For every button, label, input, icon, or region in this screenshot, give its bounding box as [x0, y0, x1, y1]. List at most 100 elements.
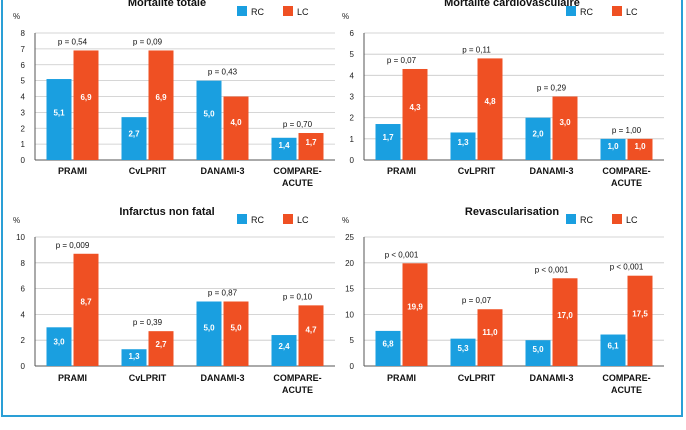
data-label: 2,4 [278, 342, 290, 351]
category-label: PRAMI [58, 373, 87, 383]
category-label: ACUTE [282, 178, 313, 188]
bar-lc-danami-3 [552, 96, 578, 160]
bar-rc-prami [375, 124, 401, 160]
category-label: CvLPRIT [458, 166, 496, 176]
p-value-label: p = 0,09 [133, 37, 163, 46]
legend-label-rc: RC [580, 215, 593, 225]
legend-label-rc: RC [580, 7, 593, 17]
data-label: 2,0 [532, 130, 544, 139]
legend-label-lc: LC [626, 215, 638, 225]
y-tick-label: 3 [350, 93, 355, 102]
bar-rc-compare-acute [271, 137, 297, 160]
legend-swatch-lc [283, 6, 293, 16]
data-label: 1,4 [278, 141, 290, 150]
chart-title: Mortalité totale [128, 0, 206, 9]
data-label: 17,5 [632, 309, 648, 318]
p-value-label: p = 0,11 [462, 45, 491, 54]
bar-rc-compare-acute [271, 335, 297, 366]
data-label: 4,3 [409, 103, 421, 112]
y-tick-label: 5 [350, 50, 355, 59]
legend-label-rc: RC [251, 7, 264, 17]
bar-lc-compare-acute [298, 133, 324, 160]
y-tick-label: 0 [21, 156, 26, 165]
category-label: COMPARE- [273, 166, 321, 176]
y-tick-label: 4 [350, 71, 355, 80]
data-label: 6,1 [607, 342, 619, 351]
bar-rc-danami-3 [525, 117, 551, 160]
y-tick-label: 0 [350, 156, 355, 165]
data-label: 6,9 [80, 93, 92, 102]
y-tick-label: 8 [21, 29, 26, 38]
legend-swatch-lc [612, 6, 622, 16]
category-label: COMPARE- [602, 166, 650, 176]
bar-lc-prami [73, 253, 99, 366]
p-value-label: p = 0,29 [537, 84, 567, 93]
data-label: 5,0 [532, 345, 544, 354]
category-label: PRAMI [58, 166, 87, 176]
legend-swatch-lc [612, 214, 622, 224]
y-unit-label: % [13, 216, 20, 225]
legend-label-rc: RC [251, 215, 264, 225]
category-label: CvLPRIT [129, 373, 167, 383]
p-value-label: p = 0,39 [133, 318, 163, 327]
chart-title: Mortalité cardiovasculaire [444, 0, 580, 9]
category-label: COMPARE- [602, 373, 650, 383]
data-label: 1,3 [457, 138, 469, 147]
chart-title: Infarctus non fatal [119, 206, 214, 218]
legend-swatch-lc [283, 214, 293, 224]
y-tick-label: 10 [345, 310, 354, 319]
data-label: 2,7 [128, 129, 140, 138]
data-label: 5,0 [230, 324, 242, 333]
bar-rc-danami-3 [525, 340, 551, 366]
bar-lc-compare-acute [298, 305, 324, 366]
y-tick-label: 2 [21, 124, 26, 133]
data-label: 1,0 [607, 142, 619, 151]
data-label: 2,7 [155, 340, 167, 349]
data-label: 4,8 [484, 97, 496, 106]
bar-lc-prami [402, 263, 428, 366]
bar-lc-danami-3 [223, 301, 249, 366]
bar-rc-compare-acute [600, 334, 626, 366]
bar-rc-cvlprit [121, 349, 147, 366]
y-tick-label: 2 [21, 336, 26, 345]
legend-label-lc: LC [297, 215, 309, 225]
p-value-label: p = 0,54 [58, 37, 88, 46]
legend-label-lc: LC [297, 7, 309, 17]
p-value-label: p = 1,00 [612, 126, 642, 135]
chart-title: Revascularisation [465, 206, 559, 218]
p-value-label: p = 0,07 [462, 296, 492, 305]
legend-swatch-rc [237, 214, 247, 224]
data-label: 19,9 [407, 303, 423, 312]
y-tick-label: 4 [21, 310, 26, 319]
bar-rc-prami [375, 330, 401, 366]
y-tick-label: 6 [21, 285, 26, 294]
p-value-label: p < 0,001 [385, 250, 419, 259]
y-unit-label: % [13, 12, 20, 21]
y-tick-label: 0 [350, 362, 355, 371]
bar-lc-prami [402, 68, 428, 160]
data-label: 11,0 [482, 328, 498, 337]
data-label: 8,7 [80, 297, 92, 306]
data-label: 4,0 [230, 118, 242, 127]
bar-lc-compare-acute [627, 275, 653, 366]
data-label: 5,3 [457, 344, 469, 353]
y-tick-label: 7 [21, 45, 26, 54]
p-value-label: p = 0,009 [56, 241, 90, 250]
category-label: PRAMI [387, 373, 416, 383]
data-label: 3,0 [559, 118, 571, 127]
bar-lc-cvlprit [148, 50, 174, 160]
category-label: DANAMI-3 [530, 373, 574, 383]
y-unit-label: % [342, 216, 349, 225]
bar-rc-cvlprit [450, 338, 476, 366]
category-label: DANAMI-3 [530, 166, 574, 176]
y-tick-label: 10 [16, 233, 25, 242]
bar-rc-cvlprit [450, 132, 476, 160]
data-label: 1,3 [128, 352, 140, 361]
data-label: 3,0 [53, 338, 65, 347]
p-value-label: p = 0,07 [387, 56, 417, 65]
legend-swatch-rc [566, 214, 576, 224]
y-tick-label: 8 [21, 259, 26, 268]
y-unit-label: % [342, 12, 349, 21]
y-tick-label: 4 [21, 93, 26, 102]
legend-swatch-rc [237, 6, 247, 16]
